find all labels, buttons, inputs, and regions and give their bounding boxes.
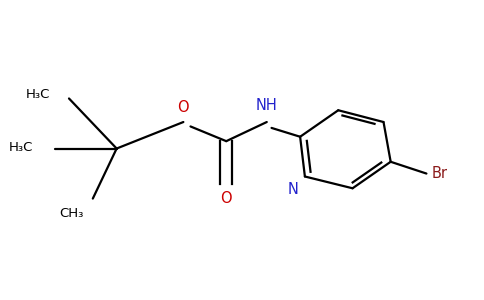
Text: H₃C: H₃C xyxy=(26,88,50,100)
Text: H₃C: H₃C xyxy=(9,141,33,154)
Text: Br: Br xyxy=(431,166,447,181)
Text: O: O xyxy=(220,191,232,206)
Text: CH₃: CH₃ xyxy=(59,207,84,220)
Text: NH: NH xyxy=(256,98,278,113)
Text: O: O xyxy=(178,100,189,115)
Text: N: N xyxy=(287,182,299,197)
